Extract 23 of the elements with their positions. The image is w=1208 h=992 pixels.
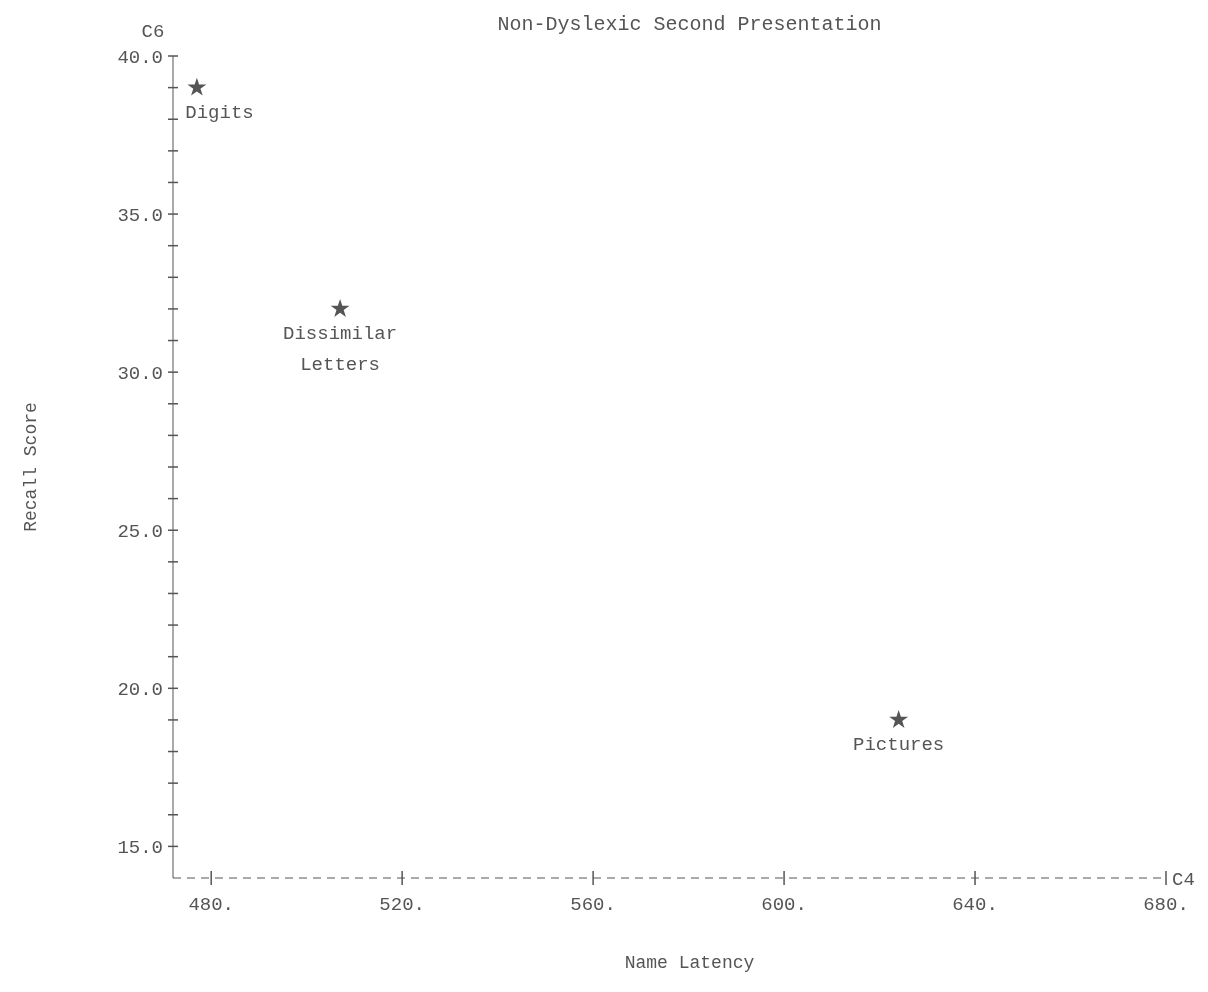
y-tick-label: 15.0 — [117, 837, 163, 860]
x-tick-label: 480. — [188, 894, 234, 916]
annotation: Dissimilar Letters — [283, 322, 398, 376]
text: C4 — [1172, 868, 1195, 891]
x-tick-label: 560. — [570, 894, 616, 916]
y-tick-label: 25.0 — [117, 520, 163, 543]
x-axis-title: Name Latency — [624, 953, 755, 973]
y-tick-label: 40.0 — [117, 46, 163, 69]
y-tick-label: 20.0 — [117, 678, 163, 701]
y-tick-label: 30.0 — [117, 362, 163, 385]
point — [187, 77, 207, 96]
x-tick-label: 680. — [1143, 894, 1189, 916]
x-tick-label: 600. — [761, 894, 807, 916]
x-tick-label: 640. — [952, 894, 998, 916]
point — [889, 710, 909, 728]
annotation: Pictures — [853, 733, 945, 756]
point — [330, 299, 350, 317]
y-axis-title: Recall Score — [21, 402, 41, 532]
text: C6 — [141, 20, 165, 43]
annotation: Digits — [185, 101, 254, 124]
chart-title: Non-Dyslexic Second Presentation — [497, 13, 882, 36]
x-tick-label: 520. — [379, 894, 425, 916]
y-tick-label: 35.0 — [117, 204, 163, 227]
